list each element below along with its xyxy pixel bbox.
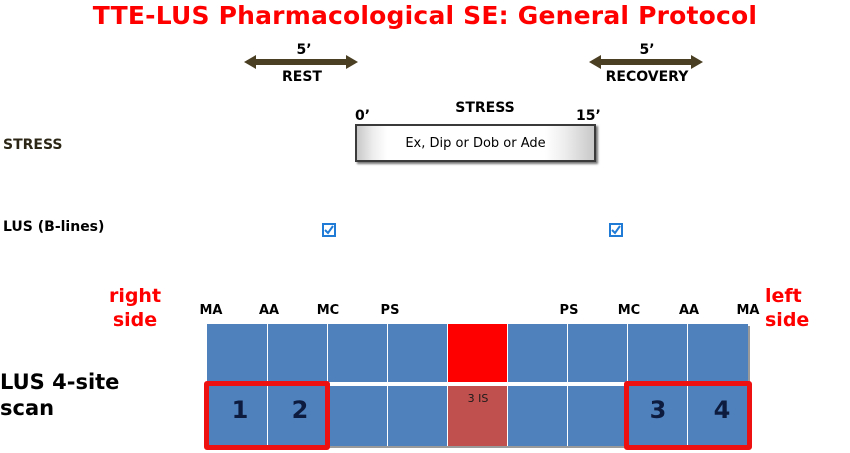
site-number: 4 (713, 396, 731, 424)
scan-label: LUS 4-site scan (0, 370, 120, 420)
grid-cell (207, 386, 268, 446)
col-header: AA (258, 303, 280, 318)
col-header: MC (617, 303, 641, 318)
grid-cell (508, 324, 568, 382)
grid-cell (628, 386, 688, 446)
center-cell-bottom (448, 386, 508, 446)
right-side-label: right side (108, 285, 162, 331)
grid-cell (207, 324, 268, 382)
site-number: 2 (291, 396, 309, 424)
recovery-label: RECOVERY (605, 69, 689, 85)
grid-cell (328, 386, 388, 446)
stress-agents: Ex, Dip or Dob or Ade (405, 135, 546, 151)
grid-cell (268, 324, 328, 382)
site-number: 3 (649, 396, 667, 424)
col-header: PS (380, 303, 400, 318)
stress-bar: Ex, Dip or Dob or Ade (355, 124, 596, 162)
col-header: MA (199, 303, 223, 318)
recovery-minutes: 5’ (639, 42, 655, 58)
center-site-label: 3 IS (467, 392, 489, 405)
highlight-right-sites (204, 381, 330, 450)
lus-row-label: LUS (B-lines) (3, 219, 105, 235)
grid-shadow (209, 446, 750, 448)
grid-cell (328, 324, 388, 382)
grid-cell (568, 386, 628, 446)
grid-cell (568, 324, 628, 382)
checked-box-icon (322, 223, 336, 237)
grid-cell (688, 386, 748, 446)
col-header: AA (678, 303, 700, 318)
recovery-arrow-icon (589, 55, 703, 69)
checked-box-icon (609, 223, 623, 237)
col-header: MC (316, 303, 340, 318)
grid-cell (508, 386, 568, 446)
rest-label: REST (282, 69, 322, 85)
stress-end: 15’ (576, 108, 601, 124)
grid-cell (628, 324, 688, 382)
rest-arrow-icon (244, 55, 358, 69)
col-header: MA (736, 303, 760, 318)
stress-row-label: STRESS (3, 137, 63, 153)
page-title: TTE-LUS Pharmacological SE: General Prot… (92, 1, 758, 30)
center-cell-top (448, 324, 508, 382)
grid-cell (388, 386, 448, 446)
grid-cell (388, 324, 448, 382)
stress-start: 0’ (355, 108, 371, 124)
site-number: 1 (231, 396, 249, 424)
highlight-left-sites (624, 381, 752, 450)
grid-cell (688, 324, 748, 382)
col-header: PS (559, 303, 579, 318)
rest-minutes: 5’ (296, 42, 312, 58)
stress-header: STRESS (455, 100, 515, 116)
row-divider (207, 382, 748, 386)
left-side-label: left side (765, 285, 810, 331)
